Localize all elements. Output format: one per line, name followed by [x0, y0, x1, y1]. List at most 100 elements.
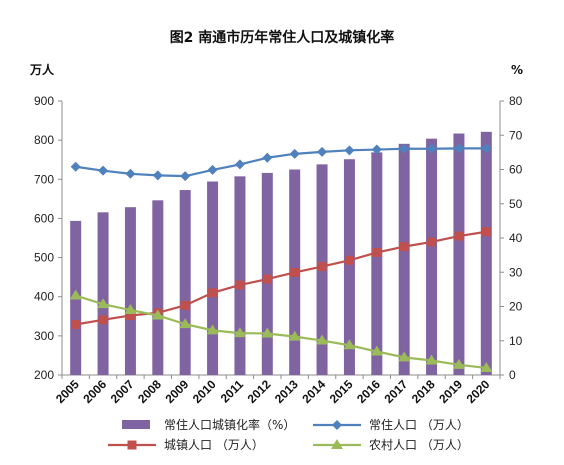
series-marker — [480, 361, 493, 372]
series-marker — [481, 143, 492, 154]
series-marker — [262, 152, 273, 163]
bar — [97, 212, 109, 375]
series-marker — [97, 298, 110, 309]
bar — [179, 190, 191, 375]
series-marker — [235, 280, 245, 290]
series-marker — [125, 168, 136, 179]
series-marker — [69, 289, 82, 300]
legend-item: 农村人口 （万人） — [313, 438, 469, 452]
legend-marker — [127, 440, 137, 450]
series-marker — [124, 304, 137, 315]
left-tick-label: 200 — [34, 368, 54, 382]
series-marker — [180, 171, 191, 182]
series-marker — [343, 339, 356, 350]
series-marker — [344, 145, 355, 156]
series-marker — [206, 324, 219, 335]
series-marker — [290, 267, 300, 277]
series-marker — [288, 330, 301, 341]
left-tick-label: 300 — [34, 329, 54, 343]
series-marker — [152, 170, 163, 181]
series-marker — [372, 247, 382, 257]
legend-swatch — [122, 420, 150, 429]
right-axis-unit: % — [511, 63, 523, 77]
right-tick-label: 80 — [509, 94, 523, 108]
right-tick-label: 0 — [509, 368, 516, 382]
series-marker — [234, 159, 245, 170]
legend: 常住人口城镇化率（%） 常住人口 （万人） 城镇人口 （万人） 农村人口 （万人） — [108, 417, 469, 452]
x-tick-label: 2010 — [190, 377, 219, 406]
x-tick-label: 2014 — [299, 377, 328, 406]
series-marker — [98, 315, 108, 325]
x-tick-label: 2015 — [327, 377, 356, 406]
series-marker — [262, 274, 272, 284]
x-tick-label: 2016 — [354, 377, 383, 406]
series-line — [75, 294, 487, 370]
chart-title: 图2 南通市历年常住人口及城镇化率 — [170, 29, 395, 46]
series-marker — [70, 161, 81, 172]
series-marker — [261, 327, 274, 338]
bar — [207, 181, 219, 375]
series-marker — [370, 345, 383, 356]
series-marker — [398, 351, 411, 362]
bar — [343, 159, 355, 375]
legend-label: 农村人口 （万人） — [369, 438, 469, 452]
legend-item: 常住人口城镇化率（%） — [122, 417, 295, 432]
series-marker — [125, 311, 135, 321]
bar — [152, 200, 164, 375]
series-marker — [317, 262, 327, 272]
bar — [453, 133, 465, 375]
series-line — [75, 147, 487, 178]
series-marker — [427, 237, 437, 247]
series-marker — [452, 358, 465, 369]
bar — [398, 143, 410, 375]
right-tick-label: 10 — [509, 334, 523, 348]
series-marker — [180, 300, 190, 310]
bar — [124, 207, 136, 375]
legend-label: 城镇人口 （万人） — [164, 438, 264, 452]
bar — [426, 138, 438, 375]
series-marker — [399, 242, 409, 252]
series-marker — [316, 334, 329, 345]
bar — [261, 172, 273, 375]
x-tick-label: 2019 — [436, 377, 465, 406]
x-tick-label: 2008 — [135, 377, 164, 406]
left-tick-label: 900 — [34, 94, 54, 108]
legend-item: 常住人口 （万人） — [313, 418, 469, 432]
legend-item: 城镇人口 （万人） — [108, 438, 264, 452]
series-marker — [481, 227, 491, 237]
legend-label: 常住人口 （万人） — [369, 418, 469, 432]
x-tick-label: 2013 — [272, 377, 301, 406]
x-tick-label: 2018 — [409, 377, 438, 406]
series-marker — [233, 327, 246, 338]
right-tick-label: 20 — [509, 300, 523, 314]
series-marker — [207, 164, 218, 175]
legend-label: 常住人口城镇化率（%） — [164, 417, 295, 432]
series-line — [75, 230, 487, 326]
x-tick-label: 2017 — [382, 377, 411, 406]
x-tick-label: 2012 — [245, 377, 274, 406]
right-tick-label: 70 — [509, 128, 523, 142]
plot-area: 200 300 400 500 600 700 800 900 0 10 20 30 40 50 60 70 8… — [34, 94, 523, 406]
series-marker — [399, 143, 410, 154]
x-tick-label: 2006 — [80, 377, 109, 406]
series-marker — [179, 318, 192, 329]
left-tick-label: 500 — [34, 251, 54, 265]
series-marker — [454, 231, 464, 241]
left-tick-label: 800 — [34, 133, 54, 147]
x-tick-label: 2011 — [218, 377, 247, 406]
series-marker — [453, 143, 464, 154]
series-marker — [208, 288, 218, 298]
left-tick-label: 700 — [34, 172, 54, 186]
series-marker — [98, 165, 109, 176]
left-axis-unit: 万人 — [29, 62, 55, 77]
right-tick-label: 30 — [509, 265, 523, 279]
bar — [371, 152, 383, 375]
x-tick-label: 2009 — [163, 377, 192, 406]
series-marker — [317, 146, 328, 157]
bar — [234, 176, 246, 375]
series-marker — [71, 320, 81, 330]
x-tick-label: 2005 — [53, 377, 82, 406]
legend-marker — [332, 420, 342, 430]
x-tick-label: 2007 — [108, 377, 137, 406]
